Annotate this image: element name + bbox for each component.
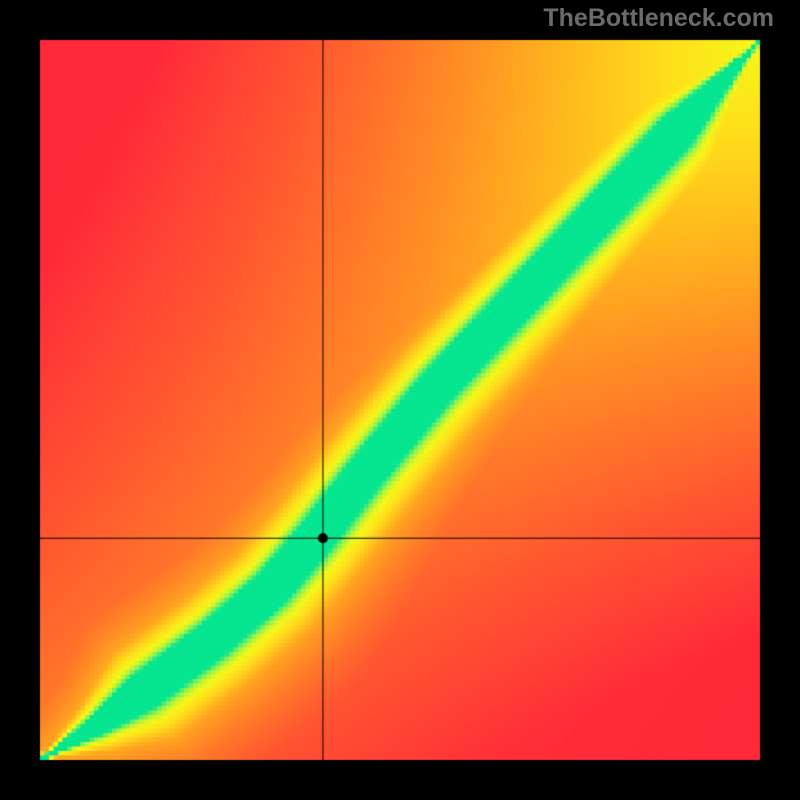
bottleneck-heatmap (0, 0, 800, 800)
chart-container: { "watermark": { "text": "TheBottleneck.… (0, 0, 800, 800)
watermark-label: TheBottleneck.com (543, 4, 774, 33)
